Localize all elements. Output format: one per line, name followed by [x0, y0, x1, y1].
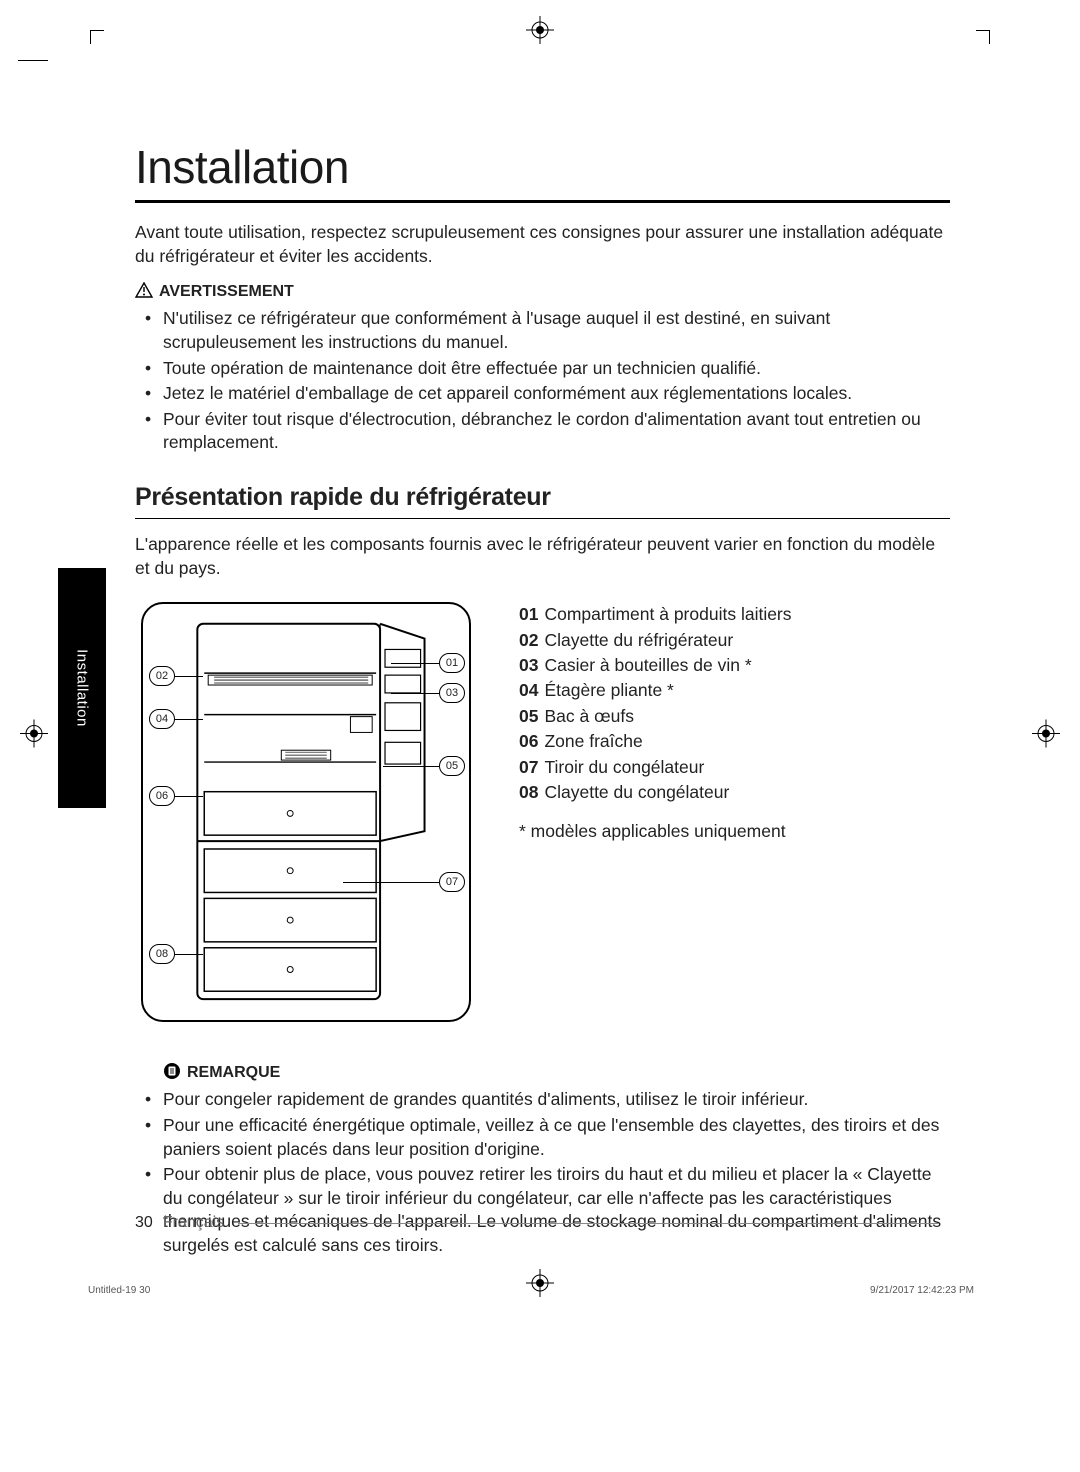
diagram-leader-line: [391, 663, 439, 664]
legend-item-number: 03: [519, 655, 538, 675]
remark-label: REMARQUE: [187, 1064, 280, 1081]
diagram-callout: 06: [149, 786, 175, 806]
legend-item-number: 01: [519, 604, 538, 624]
legend-item-label: Clayette du congélateur: [544, 782, 729, 802]
crop-mark: [18, 60, 48, 61]
warning-heading: AVERTISSEMENT: [135, 282, 950, 301]
legend: 01 Compartiment à produits laitiers 02 Clay…: [519, 602, 950, 1022]
warning-item: Jetez le matériel d'emballage de cet app…: [163, 382, 950, 406]
legend-item-label: Clayette du réfrigérateur: [544, 630, 733, 650]
registration-mark-left: [20, 720, 48, 753]
warning-item: Toute opération de maintenance doit être…: [163, 357, 950, 381]
legend-footnote: * modèles applicables uniquement: [519, 821, 950, 842]
diagram-leader-line: [391, 693, 439, 694]
fridge-diagram: 01 02 03 04 05 06 07 08: [141, 602, 471, 1022]
legend-item-label: Bac à œufs: [544, 706, 633, 726]
print-meta-left: Untitled-19 30: [88, 1285, 150, 1296]
legend-item-number: 08: [519, 782, 538, 802]
remark-item: Pour une efficacité énergétique optimale…: [163, 1114, 950, 1161]
diagram-leader-line: [343, 882, 439, 883]
print-meta-right: 9/21/2017 12:42:23 PM: [870, 1285, 974, 1296]
legend-item: 05 Bac à œufs: [519, 704, 950, 729]
legend-item-label: Compartiment à produits laitiers: [544, 604, 791, 624]
legend-item-number: 07: [519, 757, 538, 777]
intro-paragraph: Avant toute utilisation, respectez scrup…: [135, 221, 950, 268]
section-title: Présentation rapide du réfrigérateur: [135, 483, 950, 519]
crop-mark: [90, 30, 104, 44]
legend-item-label: Zone fraîche: [544, 731, 642, 751]
warning-label: AVERTISSEMENT: [159, 283, 294, 300]
legend-list: 01 Compartiment à produits laitiers 02 Clay…: [519, 602, 950, 805]
page-language: Français: [163, 1214, 224, 1232]
legend-item-number: 06: [519, 731, 538, 751]
registration-mark-top: [526, 16, 554, 49]
warning-list: N'utilisez ce réfrigérateur que conformé…: [135, 307, 950, 455]
legend-item: 07 Tiroir du congélateur: [519, 755, 950, 780]
legend-item-label: Casier à bouteilles de vin *: [544, 655, 751, 675]
page-content: Installation Avant toute utilisation, re…: [135, 140, 950, 1260]
registration-mark-bottom: [526, 1269, 554, 1302]
fridge-diagram-svg: [143, 604, 469, 1019]
diagram-leader-line: [383, 766, 439, 767]
legend-item: 03 Casier à bouteilles de vin *: [519, 653, 950, 678]
note-document-icon: [163, 1062, 181, 1080]
remark-list: Pour congeler rapidement de grandes quan…: [135, 1088, 950, 1257]
diagram-callout: 05: [439, 756, 465, 776]
registration-mark-right: [1032, 720, 1060, 753]
diagram-callout: 02: [149, 666, 175, 686]
legend-item: 01 Compartiment à produits laitiers: [519, 602, 950, 627]
remark-heading: REMARQUE: [163, 1062, 950, 1082]
remark-item: Pour congeler rapidement de grandes quan…: [163, 1088, 950, 1112]
diagram-leader-line: [175, 676, 203, 677]
warning-triangle-icon: [135, 282, 153, 298]
legend-item-label: Étagère pliante *: [544, 680, 673, 700]
overview-row: 01 02 03 04 05 06 07 08 01 Compartiment à produi…: [135, 602, 950, 1022]
diagram-callout: 01: [439, 653, 465, 673]
warning-item: N'utilisez ce réfrigérateur que conformé…: [163, 307, 950, 354]
diagram-callout: 03: [439, 683, 465, 703]
warning-item: Pour éviter tout risque d'électrocution,…: [163, 408, 950, 455]
section-side-tab: Installation: [58, 568, 106, 808]
section-side-tab-label: Installation: [74, 649, 91, 727]
page-number: 30: [135, 1214, 153, 1232]
footer-rule: [238, 1223, 938, 1224]
legend-item: 08 Clayette du congélateur: [519, 780, 950, 805]
legend-item: 06 Zone fraîche: [519, 729, 950, 754]
diagram-leader-line: [175, 719, 203, 720]
legend-item-number: 02: [519, 630, 538, 650]
legend-item-number: 04: [519, 680, 538, 700]
crop-mark: [976, 30, 990, 44]
legend-item-number: 05: [519, 706, 538, 726]
section-intro: L'apparence réelle et les composants fou…: [135, 533, 950, 580]
page-title: Installation: [135, 140, 950, 203]
remark-item: Pour obtenir plus de place, vous pouvez …: [163, 1163, 950, 1258]
diagram-leader-line: [175, 796, 203, 797]
diagram-leader-line: [175, 954, 203, 955]
diagram-callout: 04: [149, 709, 175, 729]
diagram-callout: 08: [149, 944, 175, 964]
page-footer: 30 Français: [135, 1214, 938, 1232]
diagram-callout: 07: [439, 872, 465, 892]
legend-item-label: Tiroir du congélateur: [544, 757, 704, 777]
legend-item: 04 Étagère pliante *: [519, 678, 950, 703]
legend-item: 02 Clayette du réfrigérateur: [519, 628, 950, 653]
